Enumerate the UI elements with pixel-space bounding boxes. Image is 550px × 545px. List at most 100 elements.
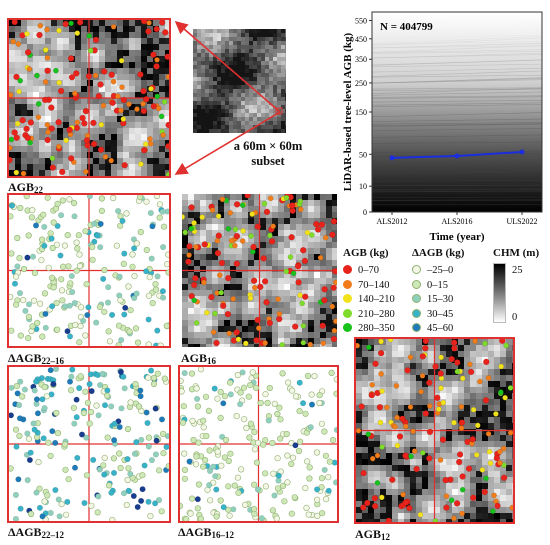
delta-point bbox=[42, 310, 49, 317]
delta-point bbox=[65, 263, 72, 270]
delta-point bbox=[64, 498, 71, 505]
tree-point bbox=[402, 452, 409, 459]
tree-point bbox=[165, 121, 169, 129]
tree-point bbox=[164, 53, 169, 60]
delta-point bbox=[91, 220, 98, 227]
tree-point bbox=[233, 328, 240, 336]
tree-point bbox=[439, 436, 447, 443]
tree-point bbox=[92, 36, 100, 44]
tree-point bbox=[422, 344, 429, 352]
tree-point bbox=[203, 309, 210, 316]
delta-point bbox=[144, 419, 151, 427]
y-tick-label-2: 50 bbox=[359, 150, 367, 159]
delta-point bbox=[84, 311, 91, 319]
tree-point bbox=[126, 101, 132, 107]
tree-point bbox=[158, 113, 165, 120]
tree-point bbox=[399, 415, 406, 422]
tree-point bbox=[458, 419, 466, 426]
delta-point bbox=[40, 435, 47, 442]
legend-dagb-label-0: –25–0 bbox=[427, 265, 454, 276]
sample-size-annotation: N = 404799 bbox=[380, 21, 433, 33]
delta-point bbox=[180, 403, 187, 410]
legend-agb-swatch-0 bbox=[343, 265, 352, 274]
delta-point bbox=[165, 251, 169, 258]
tree-point bbox=[232, 226, 239, 233]
tree-point bbox=[250, 243, 257, 251]
tree-point bbox=[17, 77, 24, 84]
delta-point bbox=[100, 462, 107, 469]
tree-point bbox=[472, 339, 478, 344]
delta-point bbox=[150, 380, 158, 388]
tree-point bbox=[247, 295, 254, 302]
tree-point bbox=[329, 231, 336, 238]
tree-point bbox=[417, 511, 424, 518]
delta-point bbox=[9, 293, 14, 301]
tree-point bbox=[209, 207, 216, 213]
delta-point bbox=[308, 391, 315, 398]
delta-point bbox=[9, 412, 15, 419]
tree-point bbox=[233, 201, 241, 208]
delta-point bbox=[239, 369, 246, 376]
tree-point bbox=[451, 345, 458, 352]
delta-point bbox=[48, 274, 56, 281]
chm-colorbar bbox=[493, 263, 506, 323]
tree-point bbox=[295, 279, 302, 286]
tree-point bbox=[385, 517, 392, 522]
delta-point bbox=[313, 449, 321, 456]
legend-agb-item-2: 140–210 bbox=[343, 293, 395, 307]
tree-point bbox=[360, 469, 367, 477]
delta-point bbox=[277, 416, 284, 423]
delta-point bbox=[183, 516, 190, 521]
delta-point bbox=[29, 253, 37, 260]
delta-point bbox=[69, 367, 76, 373]
map-dagb22-16 bbox=[7, 193, 171, 348]
delta-point bbox=[262, 391, 269, 398]
tree-point bbox=[467, 368, 475, 376]
tree-point bbox=[20, 170, 27, 176]
tree-point bbox=[426, 379, 433, 386]
delta-point bbox=[234, 474, 242, 481]
delta-point bbox=[89, 256, 96, 263]
tree-point bbox=[266, 319, 274, 327]
delta-point bbox=[197, 515, 204, 521]
tree-point bbox=[365, 431, 372, 437]
tree-point bbox=[162, 29, 169, 36]
tree-point bbox=[283, 268, 290, 275]
tree-point bbox=[193, 320, 200, 326]
chm-min-label: 0 bbox=[512, 312, 518, 323]
tree-point bbox=[499, 339, 506, 344]
tree-point bbox=[120, 96, 128, 104]
delta-point bbox=[125, 487, 132, 494]
delta-point bbox=[160, 223, 168, 230]
delta-point bbox=[226, 512, 233, 519]
tree-point bbox=[451, 419, 457, 426]
trajectory-line bbox=[371, 67, 543, 73]
delta-point bbox=[206, 481, 213, 489]
delta-point bbox=[82, 228, 89, 235]
tree-point bbox=[9, 136, 15, 143]
tree-point bbox=[331, 327, 337, 334]
tree-point bbox=[215, 232, 222, 239]
tree-point bbox=[83, 168, 89, 175]
tree-point bbox=[368, 391, 376, 399]
tree-point bbox=[154, 93, 160, 100]
delta-point bbox=[116, 423, 123, 431]
delta-point bbox=[235, 489, 242, 496]
delta-point bbox=[41, 384, 48, 391]
tree-point bbox=[217, 272, 223, 278]
delta-point bbox=[129, 263, 136, 270]
x-tick-label-1: ALS2016 bbox=[441, 217, 472, 226]
tree-point bbox=[154, 57, 160, 63]
tree-point bbox=[437, 370, 444, 377]
tree-point bbox=[507, 385, 513, 391]
tree-point bbox=[483, 358, 490, 366]
legend-dagb-title: ΔAGB (kg) bbox=[412, 247, 465, 259]
tree-point bbox=[364, 499, 371, 507]
delta-point bbox=[116, 450, 123, 457]
trajectory-line bbox=[371, 123, 543, 127]
delta-point bbox=[131, 294, 138, 302]
tree-point bbox=[486, 448, 493, 455]
delta-point bbox=[29, 207, 36, 214]
delta-point bbox=[200, 463, 207, 470]
delta-point bbox=[253, 459, 260, 466]
